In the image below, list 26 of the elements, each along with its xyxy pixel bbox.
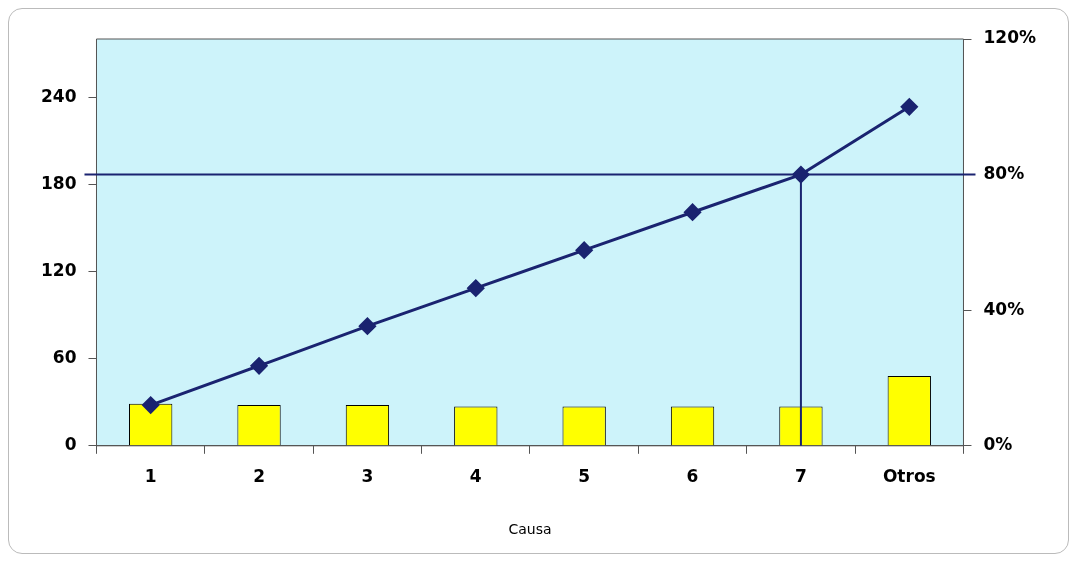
y2-tick-label: 40% [983,298,1025,319]
y2-tick-label: 80% [983,163,1025,184]
y2-tick-label: 120% [983,27,1037,48]
x-tick-label: 7 [795,466,807,487]
point [575,241,593,259]
x-tick-label: 6 [686,466,699,487]
point [142,396,160,414]
y-tick-label: 240 [40,85,77,106]
y-tick-label: 120 [40,259,77,280]
point [900,98,918,116]
y-tick-label: 180 [40,172,77,193]
x-tick-label: 3 [361,466,374,487]
point [250,357,268,375]
x-tick-label: 5 [578,466,591,487]
point [684,203,702,221]
y-tick-label: 60 [52,347,77,368]
point [467,279,485,297]
x-axis-title: Causa [508,521,552,538]
y-tick-label: 0 [64,434,77,455]
x-tick-label: 1 [144,466,157,487]
x-tick-label: 2 [253,466,265,487]
x-tick-label: 4 [469,466,482,487]
chart-frame: Causa 1 2 3 4 5 6 7 Otros 0 60 120 180 240 0% 40% 80% 120% [8,8,1069,554]
x-tick-label: Otros [882,466,936,487]
point [358,317,376,335]
y2-tick-label: 0% [983,434,1013,455]
